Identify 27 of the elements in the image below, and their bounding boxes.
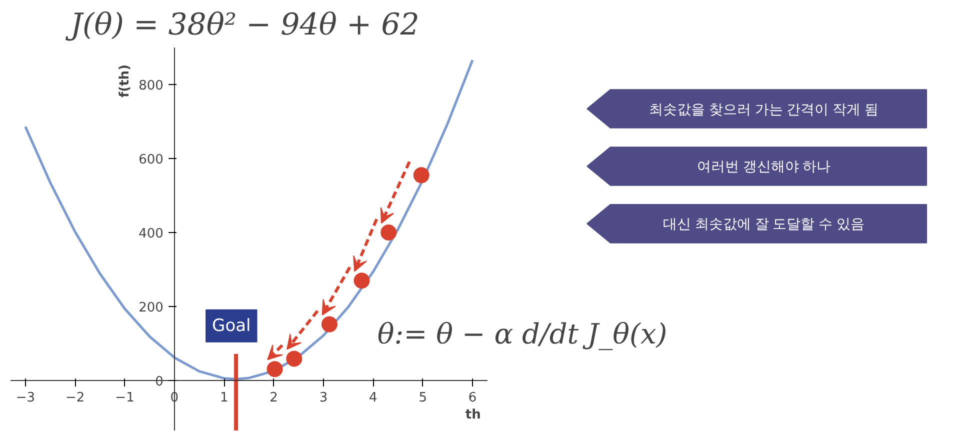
text: 여러번 갱신해야 하나 (696, 158, 831, 174)
point (380, 224, 397, 241)
point (354, 272, 370, 289)
x-tick-label: −2 (66, 390, 85, 406)
y-tick-label: 200 (138, 300, 164, 316)
point (413, 167, 430, 184)
y-axis-title: f(th) (117, 64, 132, 98)
point (266, 361, 283, 378)
x-tick-label: 1 (220, 390, 228, 406)
point (286, 350, 302, 367)
x-tick-label: 4 (369, 390, 378, 406)
y-tick-label: 600 (138, 152, 164, 168)
x-tick-label: 5 (418, 390, 427, 406)
x-tick-label: 3 (319, 390, 328, 406)
chart-title: J(θ) = 38θ² − 94θ + 62 (64, 8, 420, 42)
x-tick-label: −1 (115, 390, 134, 406)
x-tick-label: 6 (468, 390, 477, 406)
point (321, 316, 338, 332)
ref-line-label: Goal (212, 316, 251, 336)
x-tick-label: 2 (270, 390, 278, 406)
text: 대신 최솟값에 잘 도달할 수 있음 (663, 216, 865, 232)
text: 최솟값을 찾으러 가는 간격이 작게 됨 (649, 100, 879, 117)
annotation: θ:= θ − α d/dt J_θ(x) (377, 318, 668, 350)
y-tick-label: 400 (138, 226, 164, 242)
x-axis-title: th (465, 408, 481, 423)
y-tick-label: 800 (138, 78, 164, 94)
x-tick-label: −3 (16, 390, 35, 406)
